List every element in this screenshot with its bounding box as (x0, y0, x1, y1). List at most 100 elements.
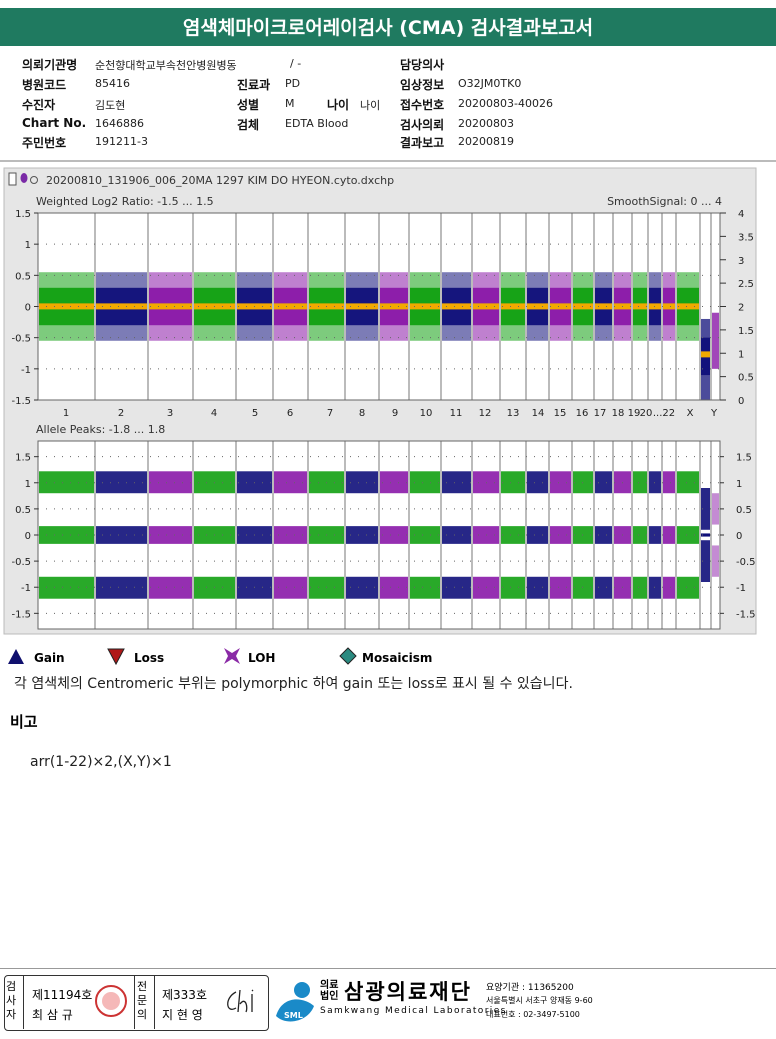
chromosome-label: 15 (554, 408, 567, 419)
signature (227, 989, 254, 1013)
field-label: 의뢰기관명 (22, 58, 78, 72)
signal-band (501, 471, 525, 494)
signal-band (473, 471, 499, 494)
signal-band (527, 576, 548, 599)
signal-band (194, 471, 235, 494)
divider (0, 160, 776, 162)
signal-band (39, 526, 94, 544)
signal-band (194, 576, 235, 599)
loh-icon (224, 648, 240, 664)
signal-band (663, 576, 675, 599)
signal-band (573, 471, 593, 494)
signal-band (473, 576, 499, 599)
y2-tick-label: 0 (736, 531, 742, 542)
signal-band (677, 576, 699, 599)
y-tick-label: 1.5 (15, 453, 31, 464)
field-label: 성별 (237, 98, 260, 112)
smooth-signal (274, 303, 307, 310)
signal-band (442, 471, 471, 494)
signal-band (550, 576, 571, 599)
org-address: 서울특별시 서초구 양재동 9-60 (486, 996, 593, 1005)
org-phone: 대표번호 : 02-3497-5100 (486, 1010, 580, 1019)
chromosome-label: 4 (211, 408, 217, 419)
signal-band (442, 526, 471, 544)
legend-text: Loss (134, 651, 164, 665)
icon (20, 173, 28, 183)
signal-band (712, 312, 719, 369)
signal-band (712, 545, 719, 577)
smooth-signal (701, 351, 710, 358)
field-value: 20200803 (458, 117, 514, 130)
field-label: 검사의뢰 (400, 118, 445, 132)
signal-band (550, 526, 571, 544)
signal-band (712, 493, 719, 525)
signal-band (309, 576, 344, 599)
signal-band (96, 526, 147, 544)
field-value: 191211-3 (95, 135, 148, 148)
field-value: O32JM0TK0 (458, 77, 522, 90)
cma-panel: 20200810_131906_006_20MA 1297 KIM DO HYE… (3, 167, 757, 635)
chromosome-label: 16 (576, 408, 589, 419)
signal-band (442, 576, 471, 599)
chromosome-label: 1 (63, 408, 69, 419)
y-tick-label: -1 (21, 365, 31, 376)
signal-band (649, 471, 661, 494)
note: 각 염색체의 Centromeric 부위는 polymorphic 하여 ga… (14, 676, 573, 692)
org-name: 삼광의료재단 (344, 980, 472, 1004)
org-type: 의료법인 (320, 980, 339, 1002)
y-tick-label: -0.5 (11, 334, 31, 345)
y-tick-label: -1.5 (11, 396, 31, 407)
smooth-signal (96, 303, 147, 310)
field-value: EDTA Blood (285, 117, 349, 130)
signal-band (149, 471, 192, 494)
signal-band (309, 471, 344, 494)
signal-band (677, 526, 699, 544)
field-label: 접수번호 (400, 98, 445, 112)
chromosome-label: 14 (532, 408, 545, 419)
y-tick-label: 1.5 (15, 209, 31, 220)
signal-band (649, 576, 661, 599)
smooth-signal (595, 303, 612, 310)
y-tick-label: 1 (25, 479, 31, 490)
smooth-signal (346, 303, 378, 310)
sep (23, 976, 24, 1029)
field-label: 병원코드 (22, 78, 67, 92)
icon (8, 172, 17, 186)
signal-band (614, 576, 631, 599)
chromosome-label: 13 (507, 408, 520, 419)
smooth-signal (550, 303, 571, 310)
smooth-signal (677, 303, 699, 310)
signal-band (39, 576, 94, 599)
signal-band (633, 576, 647, 599)
field-value: 85416 (95, 77, 130, 90)
logo: SML (276, 982, 314, 1022)
signal-band (274, 471, 307, 494)
field-label: Chart No. (22, 116, 87, 130)
signal-band (380, 526, 408, 544)
signal-band (410, 526, 440, 544)
signal-band (663, 471, 675, 494)
signal-band (237, 576, 272, 599)
legend-text: Gain (34, 651, 65, 665)
y2-tick-label: -1.5 (736, 609, 756, 620)
field-value: 1646886 (95, 117, 144, 130)
chromosome-label: 10 (420, 408, 433, 419)
signal-band (346, 471, 378, 494)
sign-box (4, 975, 269, 1031)
y-tick-label: -1.5 (11, 609, 31, 620)
signal-band (701, 488, 710, 530)
chromosome-label: 7 (327, 408, 333, 419)
doctor-no: 제333호 (162, 988, 207, 1002)
signal-band (501, 526, 525, 544)
field-value: 20200803-40026 (458, 97, 553, 110)
field-label: 주민번호 (22, 136, 67, 150)
y2-tick-label: 3.5 (738, 232, 754, 243)
tester-role: 검사자 (6, 980, 17, 1021)
signal-band (595, 576, 612, 599)
y-tick-label: -0.5 (11, 557, 31, 568)
chromosome-label: 18 (612, 408, 625, 419)
chromosome-label: 19 (628, 408, 641, 419)
field-label: 임상정보 (400, 78, 445, 92)
signal-band (573, 576, 593, 599)
